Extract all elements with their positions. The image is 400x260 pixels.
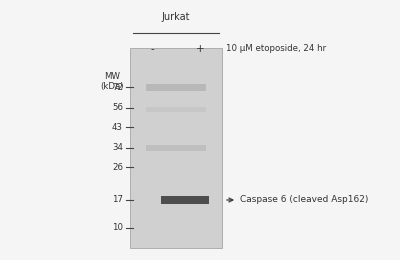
Text: 34: 34 <box>112 144 123 153</box>
Text: 17: 17 <box>112 196 123 205</box>
Text: MW
(kDa): MW (kDa) <box>100 72 124 92</box>
Text: 10: 10 <box>112 224 123 232</box>
Text: 43: 43 <box>112 122 123 132</box>
Text: 26: 26 <box>112 162 123 172</box>
Bar <box>161 196 209 204</box>
Text: 56: 56 <box>112 103 123 113</box>
Bar <box>146 145 206 151</box>
Text: Jurkat: Jurkat <box>162 12 190 22</box>
Bar <box>130 48 222 248</box>
Text: Caspase 6 (cleaved Asp162): Caspase 6 (cleaved Asp162) <box>240 196 368 205</box>
Text: -: - <box>150 44 154 54</box>
Bar <box>146 83 206 90</box>
Text: 72: 72 <box>112 82 123 92</box>
Text: 10 μM etoposide, 24 hr: 10 μM etoposide, 24 hr <box>226 44 326 53</box>
Text: +: + <box>196 44 204 54</box>
Bar <box>146 107 206 112</box>
